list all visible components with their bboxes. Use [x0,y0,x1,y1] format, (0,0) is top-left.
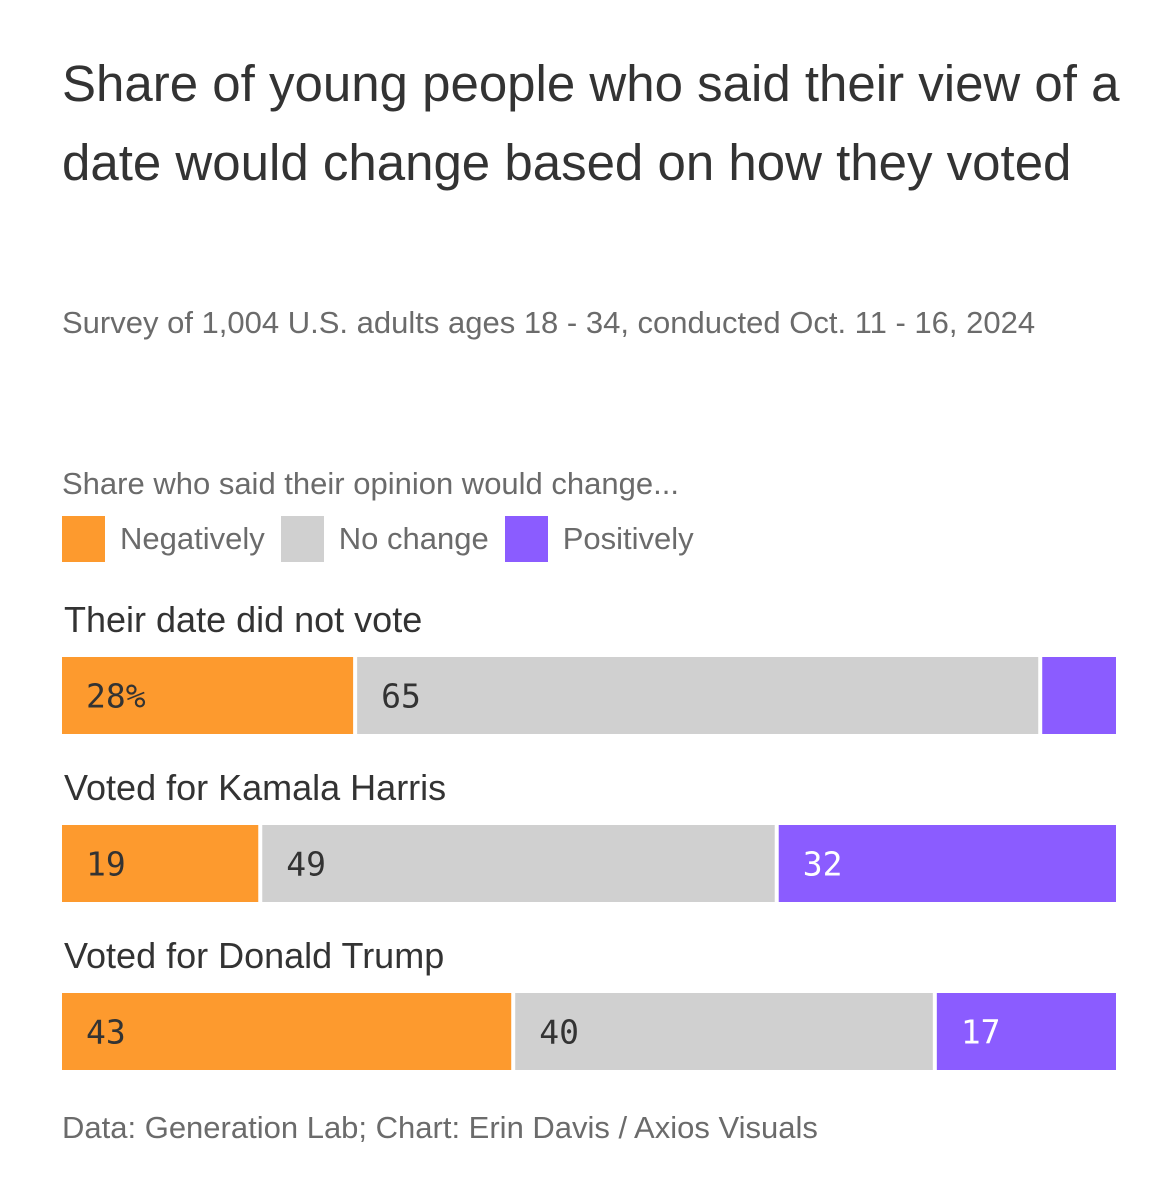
bar-no-change-voted-for-donald-trump [515,993,933,1070]
bar-label-no-change-voted-for-donald-trump: 40 [539,1013,579,1052]
legend-item-negatively: Negatively [62,516,265,562]
chart-title: Share of young people who said their vie… [62,55,1120,191]
chart-subtitle: Survey of 1,004 U.S. adults ages 18 - 34… [62,305,1036,340]
row-label-voted-for-kamala-harris: Voted for Kamala Harris [64,767,446,808]
bar-label-negatively-voted-for-donald-trump: 43 [86,1013,126,1052]
legend-label-negatively: Negatively [120,521,265,556]
legend-label-no-change: No change [338,521,489,556]
legend-title: Share who said their opinion would chang… [62,466,679,501]
legend-label-positively: Positively [562,521,694,556]
bar-label-no-change-voted-for-kamala-harris: 49 [286,845,326,884]
bar-label-no-change-their-date-did-not-vote: 65 [381,677,421,716]
bar-label-positively-voted-for-donald-trump: 17 [961,1013,1001,1052]
legend: Negatively No change Positively [62,516,710,562]
legend-swatch-no-change [280,516,324,562]
legend-item-positively: Positively [504,516,694,562]
bar-label-negatively-their-date-did-not-vote: 28% [86,677,146,716]
legend-swatch-positively [504,516,548,562]
bar-label-positively-voted-for-kamala-harris: 32 [803,845,843,884]
bar-label-negatively-voted-for-kamala-harris: 19 [86,845,126,884]
chart-source: Data: Generation Lab; Chart: Erin Davis … [62,1110,818,1145]
legend-item-no-change: No change [280,516,489,562]
legend-swatch-negatively [62,516,105,562]
bar-no-change-voted-for-kamala-harris [262,825,775,902]
bar-positively-voted-for-donald-trump [936,993,1116,1070]
row-label-their-date-did-not-vote: Their date did not vote [64,599,422,640]
bar-negatively-their-date-did-not-vote [62,657,354,734]
bar-positively-their-date-did-not-vote [1042,657,1116,734]
row-label-voted-for-donald-trump: Voted for Donald Trump [64,935,444,976]
stacked-bar-chart: Their date did not vote 28% 65 Voted for Ka… [62,599,1116,1070]
bar-negatively-voted-for-kamala-harris [62,825,259,902]
bar-negatively-voted-for-donald-trump [62,993,512,1070]
bar-no-change-their-date-did-not-vote [357,657,1039,734]
bar-positively-voted-for-kamala-harris [778,825,1116,902]
